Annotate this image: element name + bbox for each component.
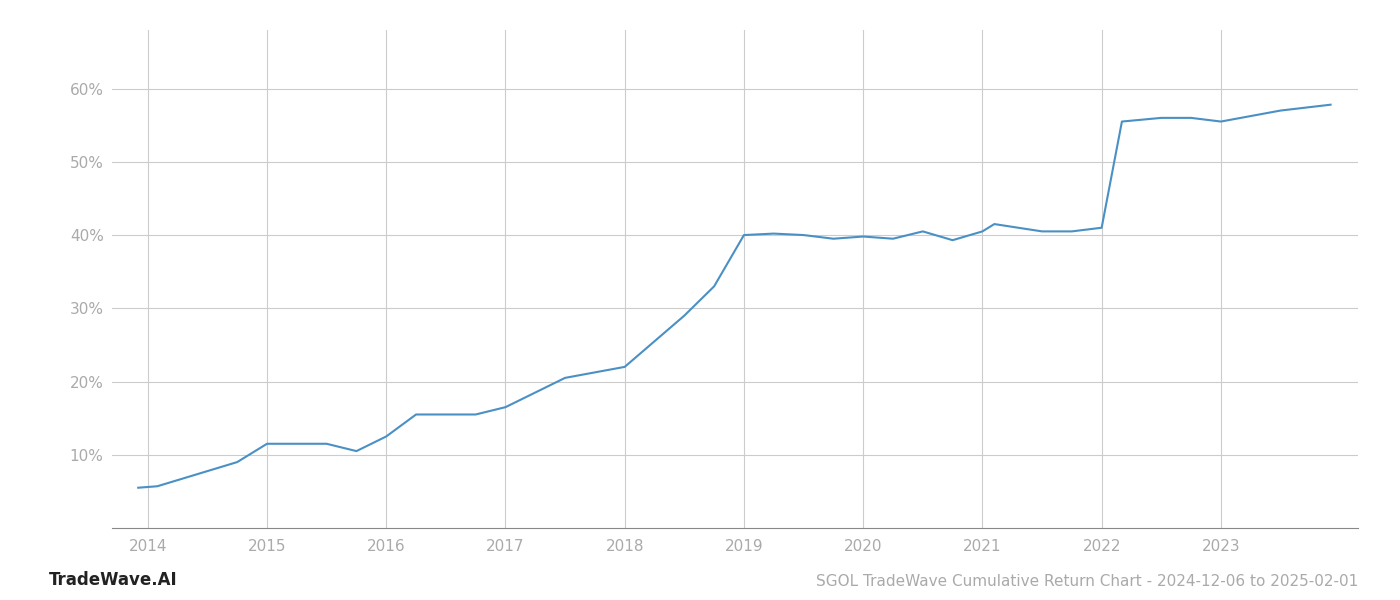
Text: TradeWave.AI: TradeWave.AI	[49, 571, 178, 589]
Text: SGOL TradeWave Cumulative Return Chart - 2024-12-06 to 2025-02-01: SGOL TradeWave Cumulative Return Chart -…	[816, 574, 1358, 589]
